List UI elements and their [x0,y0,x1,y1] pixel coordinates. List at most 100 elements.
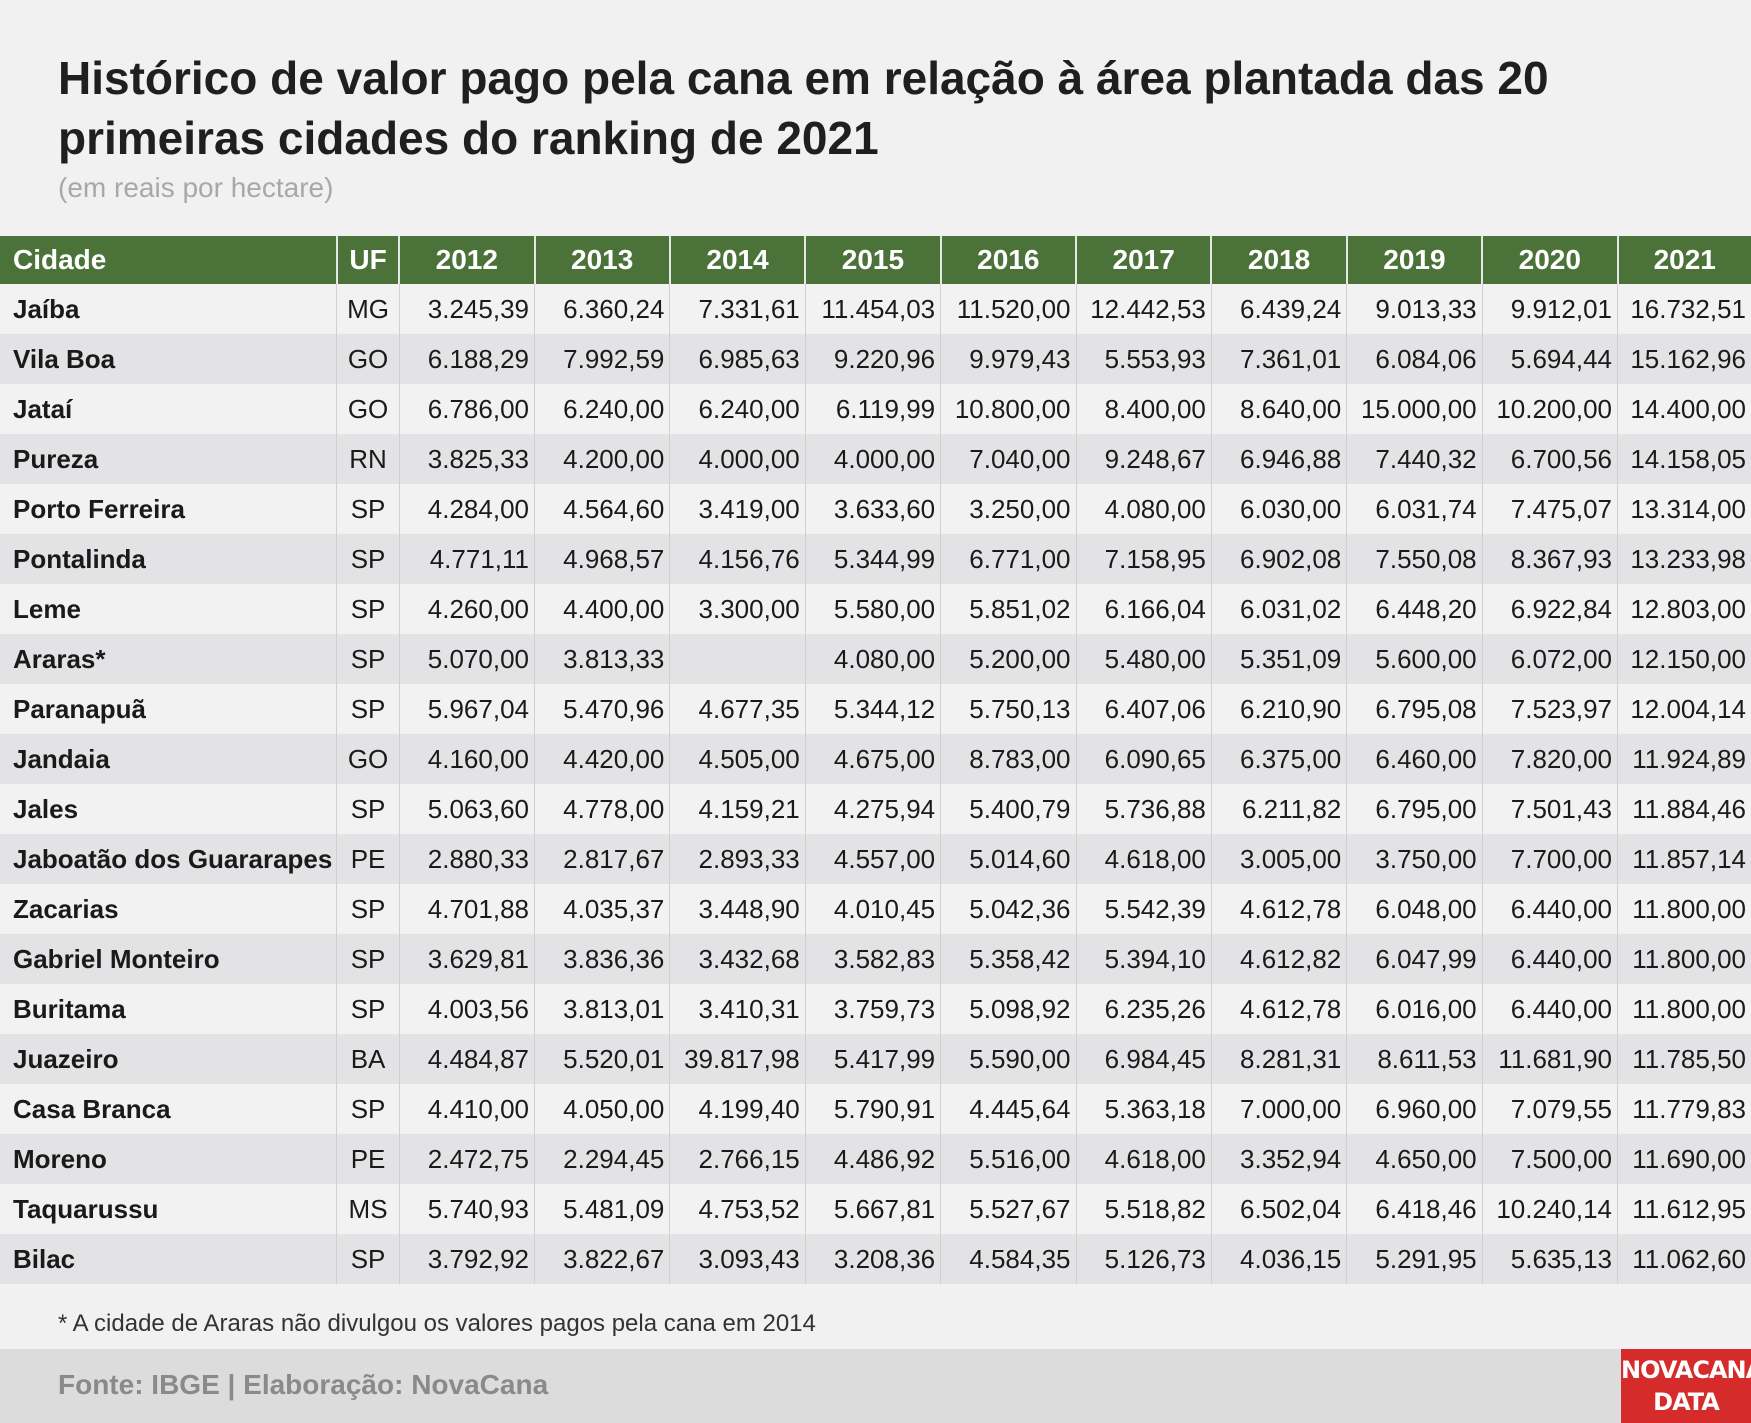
uf-cell: GO [336,334,400,384]
city-cell: Pureza [0,434,338,484]
value-cell: 6.985,63 [669,334,806,384]
column-header-year: 2018 [1211,236,1348,284]
value-cell: 3.448,90 [669,884,806,934]
table-row: Paranapuã SP 5.967,04 5.470,96 4.677,35 5.344… [0,684,1751,734]
value-cell: 7.440,32 [1346,434,1483,484]
footer-bar: Fonte: IBGE | Elaboração: NovaCana NOVAC… [0,1349,1751,1423]
value-cell: 4.035,37 [534,884,671,934]
value-cell: 4.199,40 [669,1084,806,1134]
value-cell: 5.527,67 [940,1184,1077,1234]
value-cell: 11.681,90 [1482,1034,1619,1084]
value-cell: 9.013,33 [1346,284,1483,334]
table-row: Araras* SP 5.070,00 3.813,33 4.080,00 5.200,0… [0,634,1751,684]
value-cell: 11.779,83 [1617,1084,1751,1134]
value-cell: 2.294,45 [534,1134,671,1184]
value-cell: 4.612,78 [1211,984,1348,1034]
city-cell: Gabriel Monteiro [0,934,338,984]
value-cell: 4.400,00 [534,584,671,634]
value-cell: 4.557,00 [805,834,942,884]
value-cell: 6.960,00 [1346,1084,1483,1134]
value-cell: 6.030,00 [1211,484,1348,534]
column-header-year: 2021 [1617,236,1751,284]
value-cell: 3.792,92 [399,1234,536,1284]
value-cell: 6.119,99 [805,384,942,434]
city-cell: Moreno [0,1134,338,1184]
value-cell: 5.635,13 [1482,1234,1619,1284]
value-cell: 6.240,00 [534,384,671,434]
page-subtitle: (em reais por hectare) [58,172,334,203]
table-row: Gabriel Monteiro SP 3.629,81 3.836,36 3.432,… [0,934,1751,984]
value-cell: 9.248,67 [1076,434,1212,484]
city-cell: Taquarussu [0,1184,338,1234]
value-cell: 4.486,92 [805,1134,942,1184]
value-cell: 7.361,01 [1211,334,1348,384]
logo-line-1: NOVACANA [1621,1356,1751,1384]
uf-cell: SP [336,1084,400,1134]
column-header-cidade: Cidade [0,236,338,284]
column-header-year: 2015 [805,236,942,284]
page-title: Histórico de valor pago pela cana em rel… [58,52,1549,164]
city-cell: Jandaia [0,734,338,784]
value-cell: 5.600,00 [1346,634,1483,684]
value-cell: 6.188,29 [399,334,536,384]
uf-cell: SP [336,684,400,734]
value-cell: 4.275,94 [805,784,942,834]
value-cell: 5.790,91 [805,1084,942,1134]
value-cell: 6.786,00 [399,384,536,434]
value-cell: 11.857,14 [1617,834,1751,884]
value-cell: 5.394,10 [1076,934,1212,984]
value-cell: 7.500,00 [1482,1134,1619,1184]
value-cell: 5.098,92 [940,984,1077,1034]
value-cell: 5.417,99 [805,1034,942,1084]
value-cell: 6.771,00 [940,534,1077,584]
value-cell: 4.505,00 [669,734,806,784]
uf-cell: SP [336,534,400,584]
logo-line-2: DATA [1653,1388,1720,1416]
value-cell: 6.047,99 [1346,934,1483,984]
value-cell: 3.759,73 [805,984,942,1034]
value-cell: 6.902,08 [1211,534,1348,584]
value-cell: 5.291,95 [1346,1234,1483,1284]
value-cell: 5.351,09 [1211,634,1348,684]
value-cell: 6.984,45 [1076,1034,1212,1084]
value-cell: 11.800,00 [1617,984,1751,1034]
value-cell: 3.750,00 [1346,834,1483,884]
value-cell: 8.400,00 [1076,384,1212,434]
value-cell: 5.553,93 [1076,334,1212,384]
value-cell: 6.700,56 [1482,434,1619,484]
column-header-uf: UF [336,236,401,284]
value-cell: 4.612,82 [1211,934,1348,984]
value-cell: 4.701,88 [399,884,536,934]
city-cell: Zacarias [0,884,338,934]
value-cell: 8.640,00 [1211,384,1348,434]
value-cell: 3.582,83 [805,934,942,984]
value-cell: 4.010,45 [805,884,942,934]
value-cell: 7.501,43 [1482,784,1619,834]
city-cell: Juazeiro [0,1034,338,1084]
value-cell: 4.445,64 [940,1084,1077,1134]
value-cell: 5.481,09 [534,1184,671,1234]
uf-cell: SP [336,584,400,634]
value-cell: 6.440,00 [1482,984,1619,1034]
value-cell: 13.233,98 [1617,534,1751,584]
column-header-year: 2016 [940,236,1078,284]
value-cell: 5.363,18 [1076,1084,1212,1134]
value-cell: 3.633,60 [805,484,942,534]
value-cell: 6.211,82 [1211,784,1348,834]
uf-cell: SP [336,884,400,934]
value-cell: 11.690,00 [1617,1134,1751,1184]
table-row: Juazeiro BA 4.484,87 5.520,01 39.817,98 5.417… [0,1034,1751,1084]
value-cell: 4.618,00 [1076,1134,1212,1184]
table-row: Jataí GO 6.786,00 6.240,00 6.240,00 6.119,99 1… [0,384,1751,434]
value-cell: 3.005,00 [1211,834,1348,884]
uf-cell: SP [336,634,400,684]
value-cell: 11.800,00 [1617,884,1751,934]
value-cell: 5.542,39 [1076,884,1212,934]
value-cell: 6.084,06 [1346,334,1483,384]
table-row: Jaíba MG 3.245,39 6.360,24 7.331,61 11.454,03… [0,284,1751,334]
city-cell: Porto Ferreira [0,484,338,534]
value-cell: 4.612,78 [1211,884,1348,934]
value-cell: 3.813,33 [534,634,671,684]
column-header-year: 2013 [534,236,671,284]
value-cell: 3.300,00 [669,584,806,634]
